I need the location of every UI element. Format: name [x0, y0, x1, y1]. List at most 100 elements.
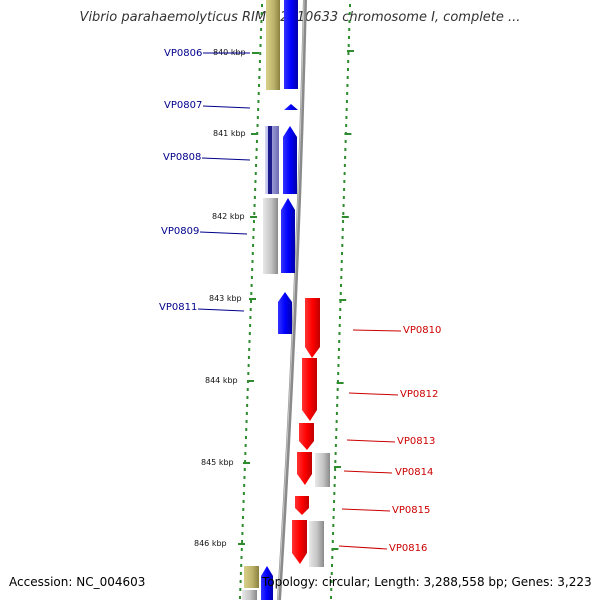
ruler-dot — [252, 220, 255, 223]
gene-label-vp0806[interactable]: VP0806 — [164, 48, 202, 59]
gray-features — [242, 0, 330, 600]
gene-vp0816-arrow[interactable] — [292, 520, 307, 564]
ruler-dot — [250, 284, 253, 287]
ruler-dot — [241, 540, 244, 543]
gene-label-vp0811[interactable]: VP0811 — [159, 302, 197, 313]
gene-label-vp0815[interactable]: VP0815 — [392, 505, 430, 516]
gene-label-vp0809[interactable]: VP0809 — [161, 226, 199, 237]
gene-vp0806-arrow[interactable] — [284, 0, 298, 89]
ruler-label: 844 kbp — [205, 376, 238, 385]
leader-line — [199, 231, 248, 235]
ruler-dot — [346, 92, 349, 95]
ruler-label: 843 kbp — [209, 294, 242, 303]
ruler-dot — [242, 500, 245, 503]
ruler-dot — [337, 356, 340, 359]
ruler-label: 845 kbp — [201, 458, 234, 467]
gene-vp0809-arrow[interactable] — [281, 198, 295, 273]
ruler-dot — [347, 44, 350, 47]
ruler-dot — [347, 52, 350, 55]
ruler-tick-left — [243, 462, 250, 464]
ruler-dot — [246, 396, 249, 399]
leader-line — [338, 545, 388, 550]
ruler-dot — [341, 236, 344, 239]
ruler-dot — [252, 228, 255, 231]
ruler-dot — [257, 92, 260, 95]
feature-block — [266, 0, 280, 90]
ruler-dot — [338, 316, 341, 319]
gene-vp0813-arrow[interactable] — [299, 423, 314, 450]
ruler-dot — [260, 20, 263, 23]
ruler-tick-right — [347, 50, 354, 52]
ruler-dot — [244, 452, 247, 455]
leader-line — [197, 308, 245, 312]
reverse-strand-genes — [292, 298, 320, 564]
ruler-dot — [336, 388, 339, 391]
gene-vp0815-arrow[interactable] — [295, 496, 309, 515]
ruler-dot — [253, 204, 256, 207]
ruler-dot — [342, 220, 345, 223]
gene-label-vp0810[interactable]: VP0810 — [403, 325, 441, 336]
ruler-dot — [339, 308, 342, 311]
ruler-dot — [247, 364, 250, 367]
ruler-dot — [260, 28, 263, 31]
gene-vp0808-arrow[interactable] — [283, 126, 297, 194]
ruler-dot — [242, 508, 245, 511]
ruler-dot — [340, 268, 343, 271]
ruler-dot — [345, 124, 348, 127]
ruler-tick-right — [341, 216, 349, 218]
feature-block — [242, 590, 257, 600]
ruler-dot — [240, 564, 243, 567]
ruler-dot — [259, 52, 262, 55]
ruler-dot — [334, 444, 337, 447]
ruler-dot — [335, 420, 338, 423]
ruler-dot — [254, 180, 257, 183]
gene-vp0812-arrow[interactable] — [302, 358, 317, 421]
gene-vp0810-arrow[interactable] — [305, 298, 320, 358]
chromosome-backbone — [277, 0, 307, 600]
ruler-label: 842 kbp — [212, 212, 245, 221]
gene-label-vp0808[interactable]: VP0808 — [163, 152, 201, 163]
ruler-dot — [346, 68, 349, 71]
ruler-dot — [239, 580, 242, 583]
ruler-dot — [334, 460, 337, 463]
ruler-dot — [248, 332, 251, 335]
ruler-dot — [243, 468, 246, 471]
ruler-tick-left — [247, 380, 254, 382]
ruler-dot — [344, 156, 347, 159]
ruler-tick-right — [334, 466, 341, 468]
ruler-dot — [333, 484, 336, 487]
ruler-dot — [250, 276, 253, 279]
gene-bottom-arrow[interactable] — [261, 566, 273, 600]
ruler-dot — [244, 460, 247, 463]
ruler-dot — [241, 524, 244, 527]
gene-label-vp0812[interactable]: VP0812 — [400, 389, 438, 400]
ruler-dot — [343, 164, 346, 167]
gene-vp0814-arrow[interactable] — [297, 452, 312, 485]
gene-label-vp0807[interactable]: VP0807 — [164, 100, 202, 111]
ruler-dot — [258, 60, 261, 63]
gene-vp0807-arrow[interactable] — [284, 104, 298, 110]
ruler-dot — [255, 164, 258, 167]
gene-vp0811-arrow[interactable] — [278, 292, 292, 334]
ruler-dot — [337, 372, 340, 375]
ruler-dot — [338, 340, 341, 343]
ruler-dot — [339, 292, 342, 295]
ruler-tick-left — [251, 133, 258, 135]
ruler-dot — [245, 412, 248, 415]
gene-label-vp0813[interactable]: VP0813 — [397, 436, 435, 447]
ruler-dot — [332, 516, 335, 519]
ruler-dot — [240, 548, 243, 551]
ruler-dot — [348, 20, 351, 23]
ruler-dot — [334, 468, 337, 471]
ruler-dot — [260, 12, 263, 15]
ruler-dot — [259, 44, 262, 47]
ruler-dot — [333, 500, 336, 503]
ruler-dot — [347, 60, 350, 63]
ruler-dot — [341, 228, 344, 231]
gene-label-vp0816[interactable]: VP0816 — [389, 543, 427, 554]
ruler-dot — [243, 484, 246, 487]
ruler-dot — [253, 196, 256, 199]
gene-label-vp0814[interactable]: VP0814 — [395, 467, 433, 478]
ruler-tick-right — [331, 548, 339, 550]
